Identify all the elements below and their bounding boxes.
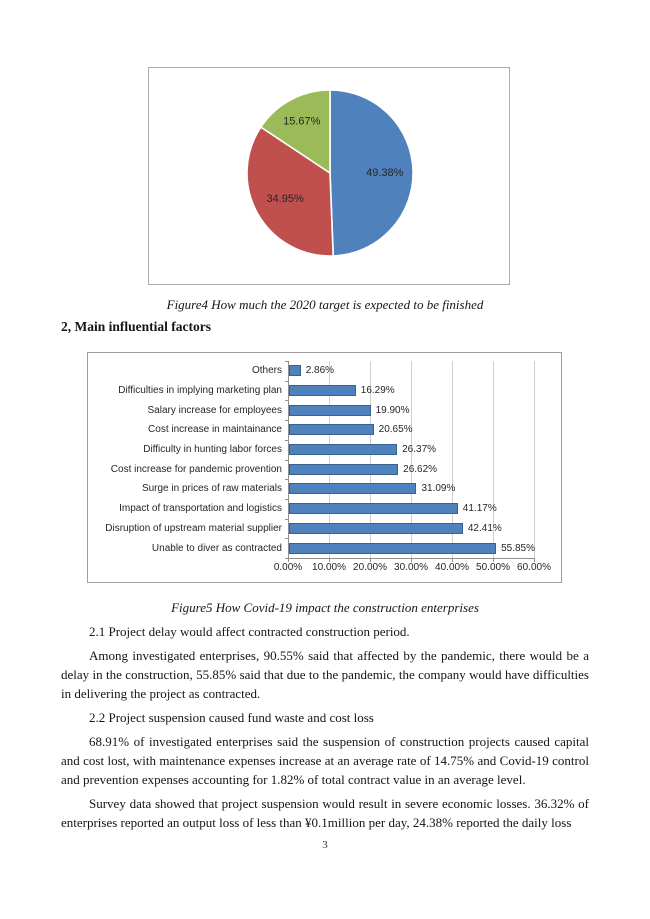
pie-chart-figure4: 49.38% 34.95% 15.67%	[148, 67, 510, 285]
bar	[289, 444, 398, 456]
y-axis-tick	[285, 400, 288, 402]
y-axis-tick	[285, 439, 288, 441]
x-axis-tick	[329, 558, 330, 562]
bar	[289, 365, 301, 377]
bar-track: 19.90%	[289, 400, 535, 420]
bar-category-label: Surge in prices of raw materials	[141, 483, 282, 495]
bar	[289, 385, 356, 397]
bar-value-label: 16.29%	[360, 385, 395, 397]
bar	[289, 404, 371, 416]
x-axis-tick-label: 10.00%	[312, 562, 346, 573]
bar-row: Surge in prices of raw materials 31.09%	[88, 479, 561, 499]
x-axis-tick-label: 0.00%	[273, 562, 303, 573]
bar-track: 41.17%	[289, 499, 535, 519]
bar-row: Cost increase for pandemic provention 26.…	[88, 459, 561, 479]
bar-row: Others 2.86%	[88, 361, 561, 381]
bar-value-label: 20.65%	[378, 424, 413, 436]
bar-track: 55.85%	[289, 538, 535, 558]
bar-row: Difficulties in implying marketing plan 1…	[88, 381, 561, 401]
paragraph-2-2-heading: 2.2 Project suspension caused fund waste…	[89, 710, 374, 725]
bar-value-label: 2.86%	[305, 365, 335, 377]
section-heading-2: 2, Main influential factors	[61, 319, 211, 334]
bar-category-label: Salary increase for employees	[147, 404, 282, 416]
bar	[289, 463, 399, 475]
y-axis-tick	[285, 518, 288, 520]
x-axis: 0.00% 10.00% 20.00% 30.00% 40.00% 50.00% 60.00…	[274, 562, 551, 574]
y-axis-tick	[285, 479, 288, 481]
bar-value-label: 31.09%	[421, 483, 456, 495]
y-axis-tick	[285, 361, 288, 362]
x-axis-tick	[411, 558, 412, 562]
x-axis-tick	[288, 558, 289, 562]
y-axis-tick	[285, 538, 288, 540]
bar-value-label: 19.90%	[375, 404, 410, 416]
bar-category-label: Disruption of upstream material supplier	[105, 522, 282, 534]
bar-value-label: 42.41%	[467, 522, 502, 534]
paragraph-2-1-heading: 2.1 Project delay would affect contracte…	[89, 624, 410, 639]
pie-chart-canvas: 49.38% 34.95% 15.67%	[246, 89, 414, 257]
bar-category-label: Unable to diver as contracted	[151, 542, 282, 554]
pie-data-label: 15.67%	[283, 115, 321, 127]
pie-data-label: 49.38%	[366, 167, 404, 179]
y-axis-tick	[285, 498, 288, 500]
bar-category-label: Impact of transportation and logistics	[119, 503, 282, 515]
pie-data-label: 34.95%	[266, 193, 304, 205]
bar-chart-canvas: Others 2.86% Difficulties in implying mark…	[88, 353, 561, 582]
bar-track: 26.37%	[289, 440, 535, 460]
x-axis-tick	[370, 558, 371, 562]
bar-rows: Others 2.86% Difficulties in implying mark…	[88, 361, 561, 558]
bar-row: Difficulty in hunting labor forces 26.37%	[88, 440, 561, 460]
bar	[289, 503, 458, 515]
y-axis-tick	[285, 420, 288, 422]
x-axis-tick-label: 60.00%	[517, 562, 551, 573]
x-axis-tick-label: 20.00%	[353, 562, 387, 573]
bar-category-label: Others	[251, 365, 282, 377]
paragraph-2-2-body: 68.91% of investigated enterprises said …	[61, 734, 589, 788]
bar	[289, 483, 417, 495]
page-number: 3	[322, 839, 328, 851]
bar-track: 31.09%	[289, 479, 535, 499]
bar-row: Disruption of upstream material supplier…	[88, 519, 561, 539]
pie-slice	[260, 89, 331, 174]
bar-category-label: Difficulties in implying marketing plan	[118, 385, 282, 397]
bar-track: 2.86%	[289, 361, 535, 381]
paragraph-2-1-body: Among investigated enterprises, 90.55% s…	[61, 648, 589, 702]
bar-row: Unable to diver as contracted 55.85%	[88, 538, 561, 558]
bar-row: Impact of transportation and logistics 41…	[88, 499, 561, 519]
paragraph-2-2-body2: Survey data showed that project suspensi…	[61, 796, 589, 831]
bar-track: 26.62%	[289, 459, 535, 479]
bar-category-label: Difficulty in hunting labor forces	[143, 444, 282, 456]
x-axis-tick-label: 50.00%	[476, 562, 510, 573]
bar-row: Cost increase in maintainance 20.65%	[88, 420, 561, 440]
x-axis-tick	[493, 558, 494, 562]
y-axis-tick	[285, 459, 288, 461]
bar-track: 20.65%	[289, 420, 535, 440]
bar	[289, 424, 374, 436]
bar	[289, 542, 497, 554]
bar	[289, 522, 463, 534]
bar-value-label: 26.62%	[403, 463, 438, 475]
pie-slice	[246, 126, 335, 257]
bar-value-label: 41.17%	[462, 503, 497, 515]
x-axis-tick	[452, 558, 453, 562]
bar-chart-figure5: Others 2.86% Difficulties in implying mark…	[87, 352, 562, 583]
bar-category-label: Cost increase in maintainance	[148, 424, 282, 436]
x-axis-tick-label: 30.00%	[394, 562, 428, 573]
bar-row: Salary increase for employees 19.90%	[88, 400, 561, 420]
x-axis-tick-label: 40.00%	[435, 562, 469, 573]
bar-value-label: 55.85%	[501, 542, 535, 554]
y-axis-tick	[285, 558, 288, 559]
figure5-caption: Figure5 How Covid-19 impact the construc…	[171, 600, 479, 615]
x-axis-tick	[534, 558, 535, 562]
bar-track: 16.29%	[289, 381, 535, 401]
bar-track: 42.41%	[289, 519, 535, 539]
pie-slice	[329, 89, 414, 257]
y-axis-tick	[285, 380, 288, 382]
bar-value-label: 26.37%	[402, 444, 437, 456]
bar-category-label: Cost increase for pandemic provention	[110, 463, 282, 475]
figure4-caption: Figure4 How much the 2020 target is expe…	[166, 297, 484, 312]
